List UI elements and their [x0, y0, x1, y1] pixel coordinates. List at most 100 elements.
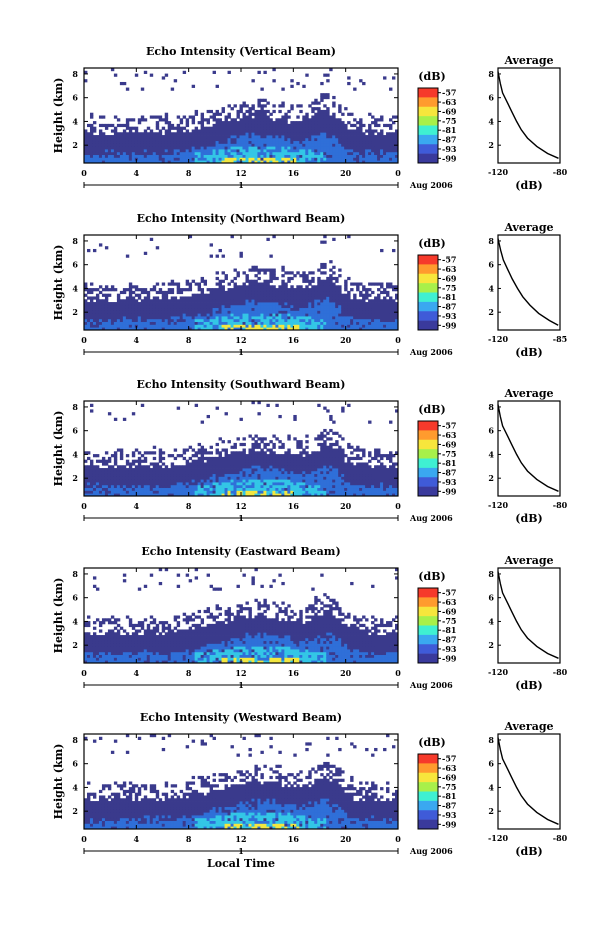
heatmap-cell — [111, 468, 114, 471]
heatmap-cell — [308, 291, 311, 294]
heatmap-cell — [317, 141, 320, 144]
heatmap-cell — [189, 474, 192, 477]
heatmap-cell — [219, 305, 222, 308]
heatmap-cell — [287, 271, 290, 274]
heatmap-cell — [320, 432, 323, 435]
heatmap-cell — [240, 482, 243, 485]
heatmap-cell — [377, 135, 380, 138]
heatmap-cell — [293, 129, 296, 132]
heatmap-cell — [219, 324, 222, 327]
heatmap-cell — [219, 141, 222, 144]
heatmap-cell — [120, 143, 123, 146]
heatmap-cell — [251, 107, 254, 110]
heatmap-cell — [90, 316, 93, 319]
heatmap-cell — [341, 474, 344, 477]
heatmap-cell — [93, 288, 96, 291]
heatmap-cell — [350, 313, 353, 316]
heatmap-cell — [287, 138, 290, 141]
heatmap-cell — [335, 157, 338, 160]
heatmap-cell — [245, 308, 248, 311]
heatmap-cell — [207, 310, 210, 313]
heatmap-cell — [257, 468, 260, 471]
heatmap-cell — [275, 474, 278, 477]
heatmap-cell — [108, 302, 111, 305]
heatmap-cell — [207, 490, 210, 493]
heatmap-cell — [302, 157, 305, 160]
heatmap-cell — [323, 322, 326, 325]
heatmap-cell — [153, 138, 156, 141]
heatmap-cell — [114, 302, 117, 305]
heatmap-cell — [260, 308, 263, 311]
heatmap-cell — [240, 457, 243, 460]
heatmap-cell — [257, 149, 260, 152]
heatmap-cell — [245, 155, 248, 158]
heatmap-cell — [162, 299, 165, 302]
heatmap-cell — [123, 291, 126, 294]
heatmap-cell — [102, 152, 105, 155]
heatmap-cell — [204, 451, 207, 454]
heatmap-cell — [147, 488, 150, 491]
heatmap-cell — [222, 490, 225, 493]
heatmap-cell — [350, 474, 353, 477]
heatmap-cell — [341, 121, 344, 124]
heatmap-cell — [257, 135, 260, 138]
heatmap-cell — [189, 299, 192, 302]
heatmap-cell — [243, 118, 246, 121]
heatmap-cell — [216, 127, 219, 130]
heatmap-cell — [272, 127, 275, 130]
heatmap-cell — [338, 471, 341, 474]
heatmap-cell — [320, 488, 323, 491]
heatmap-cell — [138, 157, 141, 160]
heatmap-cell — [317, 143, 320, 146]
heatmap-cell — [141, 460, 144, 463]
heatmap-cell — [284, 476, 287, 479]
heatmap-cell — [225, 121, 228, 124]
heatmap-cell — [299, 302, 302, 305]
heatmap-cell — [198, 299, 201, 302]
heatmap-cell — [260, 143, 263, 146]
heatmap-cell — [332, 116, 335, 119]
heatmap-cell — [251, 313, 254, 316]
heatmap-cell — [219, 157, 222, 160]
heatmap-cell — [171, 291, 174, 294]
heatmap-cell — [359, 283, 362, 286]
heatmap-cell — [311, 302, 314, 305]
heatmap-cell — [99, 141, 102, 144]
heatmap-cell — [90, 322, 93, 325]
heatmap-cell — [165, 141, 168, 144]
heatmap-cell — [138, 143, 141, 146]
heatmap-cell — [177, 155, 180, 158]
heatmap-cell — [111, 124, 114, 127]
heatmap-cell — [123, 316, 126, 319]
y-tick-label: 8 — [72, 236, 78, 246]
heatmap-cell — [314, 310, 317, 313]
heatmap-cell — [392, 135, 395, 138]
heatmap-cell — [272, 460, 275, 463]
heatmap-cell — [96, 143, 99, 146]
heatmap-cell — [311, 316, 314, 319]
heatmap-cell — [308, 476, 311, 479]
heatmap-cell — [305, 324, 308, 327]
heatmap-cell — [332, 310, 335, 313]
heatmap-cell — [332, 313, 335, 316]
heatmap-cell — [362, 138, 365, 141]
heatmap-cell — [126, 132, 129, 135]
heatmap-cell — [237, 474, 240, 477]
heatmap-cell — [222, 132, 225, 135]
heatmap-cell — [192, 310, 195, 313]
heatmap-cell — [341, 454, 344, 457]
heatmap-cell — [165, 485, 168, 488]
heatmap-cell — [174, 474, 177, 477]
heatmap-cell — [186, 488, 189, 491]
heatmap-cell — [243, 296, 246, 299]
heatmap-cell — [108, 157, 111, 160]
heatmap-cell — [272, 319, 275, 322]
heatmap-cell — [153, 482, 156, 485]
heatmap-cell — [234, 465, 237, 468]
heatmap-cell — [207, 129, 210, 132]
heatmap-cell — [99, 152, 102, 155]
heatmap-cell — [213, 149, 216, 152]
heatmap-cell — [186, 465, 189, 468]
heatmap-cell — [356, 149, 359, 152]
heatmap-cell — [251, 299, 254, 302]
